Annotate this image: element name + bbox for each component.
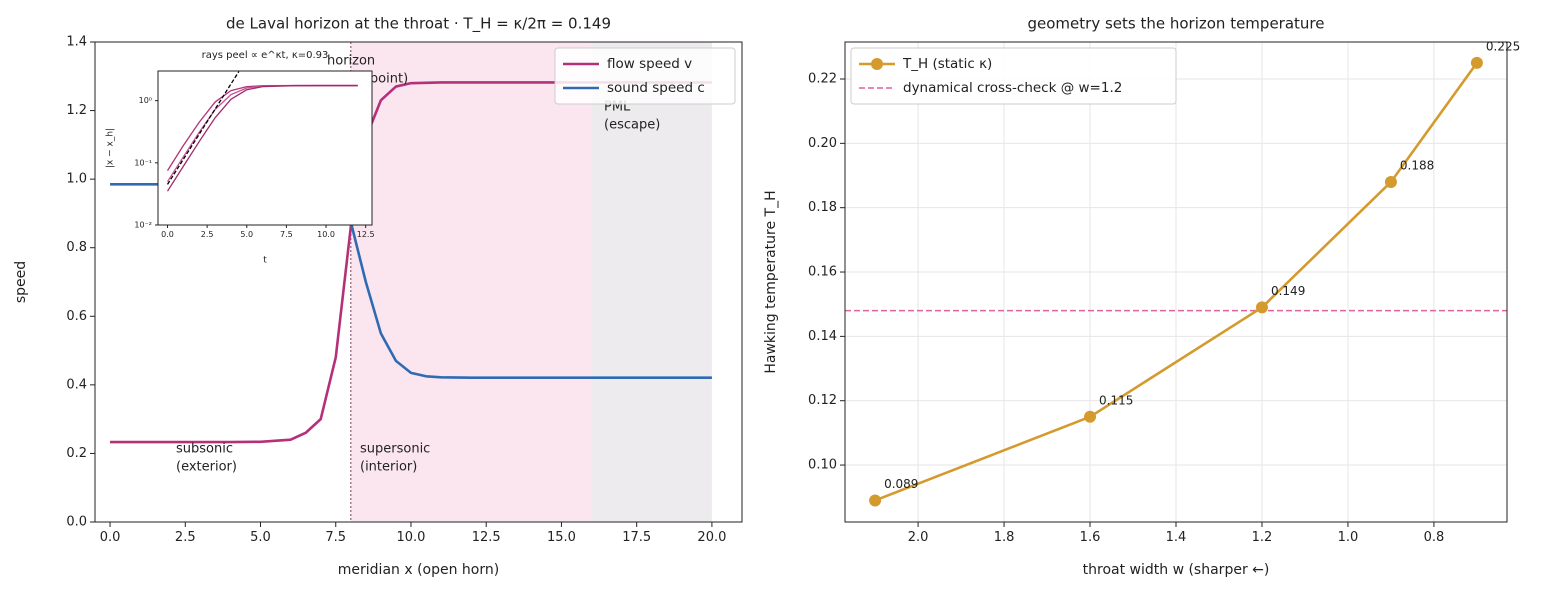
y-tick-label: 0.6 [66, 309, 87, 324]
marker [869, 494, 882, 507]
x-tick-label: 1.8 [994, 530, 1015, 545]
x-tick-label: 10.0 [397, 530, 426, 545]
annotation: horizon [327, 54, 375, 69]
y-tick-label: 10⁰ [139, 96, 152, 105]
x-tick-label: 1.2 [1252, 530, 1273, 545]
y-tick-label: 0.18 [808, 200, 837, 215]
x-tick-label: 1.0 [1338, 530, 1359, 545]
x-tick-label: 0.0 [161, 230, 174, 239]
marker [1084, 410, 1097, 423]
plot [166, 71, 358, 192]
x-axis-label: meridian x (open horn) [338, 562, 499, 578]
x-tick-label: 0.0 [100, 530, 121, 545]
x-tick-label: 12.5 [357, 230, 375, 239]
axes-frame [844, 41, 1508, 523]
y-tick-label: 10⁻² [134, 221, 152, 230]
y-tick-label: 0.4 [66, 377, 87, 392]
x-tick-label: 7.5 [325, 530, 346, 545]
y-tick-label: 0.22 [808, 71, 837, 86]
x-tick-label: 17.5 [622, 530, 651, 545]
y-tick-label: 0.10 [808, 458, 837, 473]
y-tick-label: 1.0 [66, 172, 87, 187]
annotation: (exterior) [176, 460, 237, 475]
legend: flow speed v sound speed c [554, 47, 736, 105]
region [591, 42, 712, 522]
x-tick-label: 20.0 [697, 530, 726, 545]
plot-area [158, 71, 372, 225]
legend-label: dynamical cross-check @ w=1.2 [903, 80, 1122, 96]
y-tick-label: 0.16 [808, 265, 837, 280]
legend-label: flow speed v [607, 56, 692, 72]
axes-title: de Laval horizon at the throat · T_H = κ… [226, 15, 611, 34]
legend-box [850, 47, 1177, 105]
value-label: 0.089 [884, 477, 918, 491]
region [350, 42, 592, 522]
x-axis-label: t [263, 256, 267, 266]
axes: 2.0 1.8 1.6 1.4 1.2 1.0 0.8 0.10 0.12 0.14 0.16 0.1… [763, 15, 1520, 579]
value-label: 0.225 [1486, 39, 1520, 53]
x-tick-label: 0.8 [1424, 530, 1445, 545]
x-tick-label: 15.0 [547, 530, 576, 545]
axes-title: geometry sets the horizon temperature [1028, 15, 1325, 33]
y-axis-label: |x − x_h| [106, 128, 116, 168]
y-tick-label: 0.2 [66, 446, 87, 461]
series-line [166, 71, 240, 185]
legend-box [554, 47, 736, 105]
annotation: subsonic [176, 442, 233, 457]
annotation: (escape) [604, 118, 660, 133]
series-line [166, 84, 358, 192]
y-tick-label: 0.14 [808, 329, 837, 344]
x-tick-label: 10.0 [317, 230, 335, 239]
y-axis-label: Hawking temperature T_H [763, 190, 779, 373]
x-axis-label: throat width w (sharper ←) [1083, 562, 1270, 578]
marker [1470, 56, 1483, 69]
axes-frame [94, 41, 743, 523]
y-tick-label: 0.20 [808, 136, 837, 151]
y-tick-label: 0.0 [66, 515, 87, 530]
legend-label: sound speed c [607, 80, 705, 96]
legend-label: T_H (static κ) [902, 56, 992, 72]
marker [1384, 175, 1397, 188]
x-tick-label: 5.0 [250, 530, 271, 545]
legend-marker [871, 58, 883, 70]
x-tick-label: 12.5 [472, 530, 501, 545]
annotation: (interior) [360, 460, 417, 475]
y-tick-label: 1.2 [66, 103, 87, 118]
legend: T_H (static κ) dynamical cross-check @ w=… [850, 47, 1177, 105]
value-label: 0.149 [1271, 284, 1305, 298]
value-label: 0.188 [1400, 158, 1434, 172]
axes-title: rays peel ∝ e^κt, κ=0.93 [202, 50, 329, 61]
x-tick-label: 1.6 [1080, 530, 1101, 545]
y-tick-label: 0.12 [808, 393, 837, 408]
annotation: supersonic [360, 442, 430, 457]
y-tick-label: 0.8 [66, 240, 87, 255]
y-tick-label: 1.4 [66, 35, 87, 50]
value-label: 0.115 [1099, 393, 1133, 407]
axes: 0.0 2.5 5.0 7.5 10.0 12.5 10⁻² 10⁻¹ 10⁰ rays peel… [106, 50, 375, 266]
x-tick-label: 1.4 [1166, 530, 1187, 545]
y-tick-label: 10⁻¹ [134, 158, 152, 167]
y-axis-label: speed [13, 261, 29, 303]
x-tick-label: 2.5 [201, 230, 214, 239]
x-tick-label: 2.5 [175, 530, 196, 545]
x-tick-label: 5.0 [240, 230, 253, 239]
marker [1255, 301, 1268, 314]
x-tick-label: 7.5 [280, 230, 293, 239]
x-tick-label: 2.0 [908, 530, 929, 545]
axes-frame [157, 70, 373, 226]
